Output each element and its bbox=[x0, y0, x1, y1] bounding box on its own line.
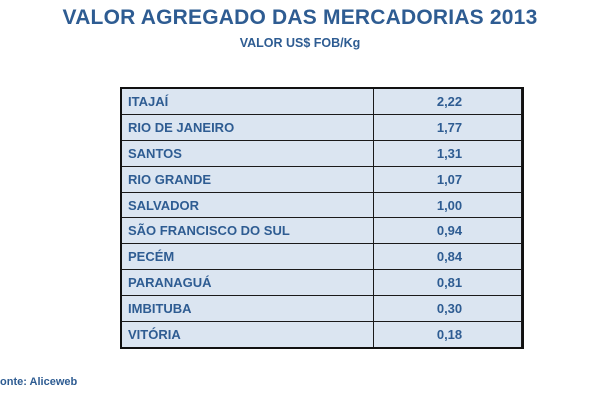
table-row: IMBITUBA 0,30 bbox=[121, 295, 522, 323]
port-name-cell: IMBITUBA bbox=[121, 295, 374, 323]
port-name-cell: PECÉM bbox=[121, 243, 374, 271]
table-row: PARANAGUÁ 0,81 bbox=[121, 269, 522, 297]
value-cell: 0,84 bbox=[373, 243, 522, 271]
chart-subtitle: VALOR US$ FOB/Kg bbox=[239, 36, 361, 50]
table-row: SÃO FRANCISCO DO SUL 0,94 bbox=[121, 217, 522, 245]
table-row: RIO GRANDE 1,07 bbox=[121, 165, 522, 193]
table-body: ITAJAÍ 2,22 RIO DE JANEIRO 1,77 SANTOS 1,31 RI… bbox=[119, 86, 524, 350]
port-name-cell: RIO DE JANEIRO bbox=[121, 113, 374, 141]
table-row: SALVADOR 1,00 bbox=[121, 191, 522, 219]
value-cell: 0,94 bbox=[373, 217, 522, 245]
port-name-cell: SÃO FRANCISCO DO SUL bbox=[121, 217, 374, 245]
table-row: SANTOS 1,31 bbox=[121, 139, 522, 167]
value-cell: 1,77 bbox=[373, 113, 522, 141]
chart-title: VALOR AGREGADO DAS MERCADORIAS 2013 bbox=[62, 6, 538, 29]
port-name-cell: VITÓRIA bbox=[121, 321, 374, 348]
data-table-container: ITAJAÍ 2,22 RIO DE JANEIRO 1,77 SANTOS 1,31 RI… bbox=[119, 86, 524, 350]
data-table: ITAJAÍ 2,22 RIO DE JANEIRO 1,77 SANTOS 1,31 RI… bbox=[119, 86, 524, 350]
value-cell: 0,81 bbox=[373, 269, 522, 297]
port-name-cell: ITAJAÍ bbox=[121, 88, 374, 115]
table-row: ITAJAÍ 2,22 bbox=[121, 88, 522, 115]
value-cell: 0,18 bbox=[373, 321, 522, 348]
source-note: onte: Aliceweb bbox=[0, 376, 78, 388]
table-row: PECÉM 0,84 bbox=[121, 243, 522, 271]
port-name-cell: SANTOS bbox=[121, 139, 374, 167]
value-cell: 1,07 bbox=[373, 165, 522, 193]
value-cell: 1,31 bbox=[373, 139, 522, 167]
value-cell: 1,00 bbox=[373, 191, 522, 219]
table-row: VITÓRIA 0,18 bbox=[121, 321, 522, 348]
table-row: RIO DE JANEIRO 1,77 bbox=[121, 113, 522, 141]
port-name-cell: SALVADOR bbox=[121, 191, 374, 219]
value-cell: 2,22 bbox=[373, 88, 522, 115]
port-name-cell: PARANAGUÁ bbox=[121, 269, 374, 297]
port-name-cell: RIO GRANDE bbox=[121, 165, 374, 193]
value-cell: 0,30 bbox=[373, 295, 522, 323]
